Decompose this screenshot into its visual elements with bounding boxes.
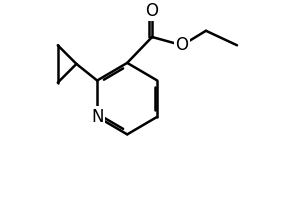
Text: N: N xyxy=(91,108,103,126)
Text: O: O xyxy=(176,36,189,54)
Text: O: O xyxy=(146,2,159,20)
